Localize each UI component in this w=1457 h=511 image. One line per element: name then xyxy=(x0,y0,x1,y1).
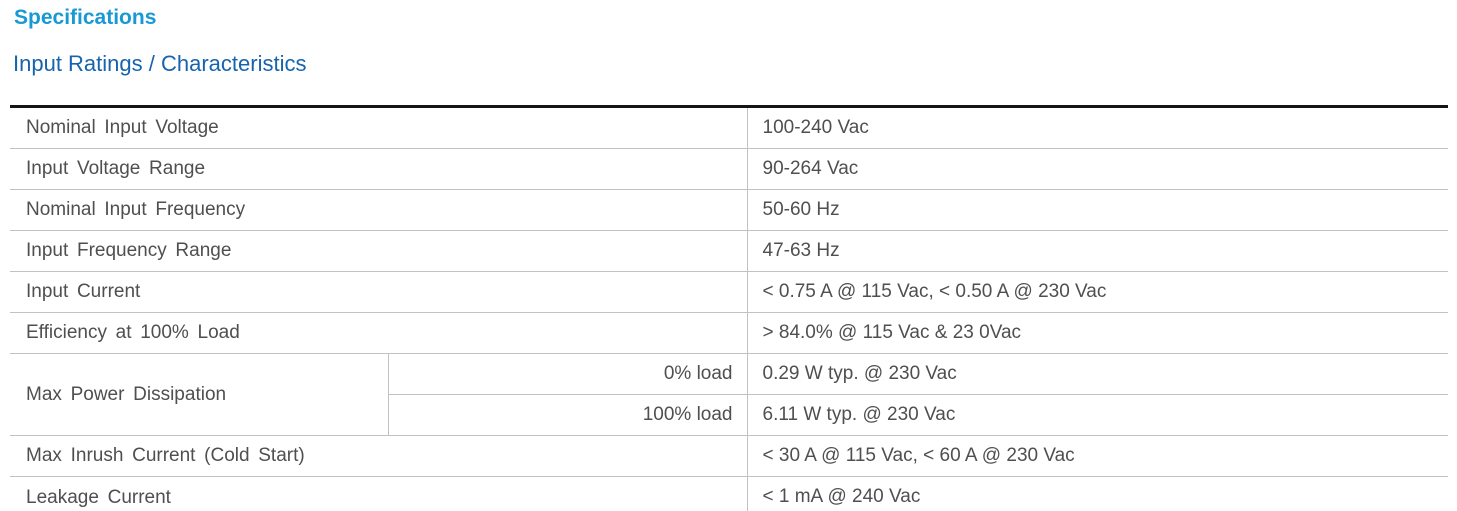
input-ratings-table: Nominal Input Voltage 100-240 Vac Input … xyxy=(10,105,1448,511)
spec-value: < 1 mA @ 240 Vac xyxy=(746,476,1448,511)
spec-label: Input Frequency Range xyxy=(10,230,747,272)
spec-value: < 30 A @ 115 Vac, < 60 A @ 230 Vac xyxy=(746,435,1448,477)
spec-label: Leakage Current xyxy=(10,476,747,511)
table-row: Nominal Input Voltage 100-240 Vac xyxy=(10,105,1448,149)
spec-value: 0.29 W typ. @ 230 Vac xyxy=(746,353,1448,395)
spec-label: Efficiency at 100% Load xyxy=(10,312,747,354)
table-row: 100% load 6.11 W typ. @ 230 Vac xyxy=(10,394,1448,436)
spec-value: 6.11 W typ. @ 230 Vac xyxy=(746,394,1448,436)
table-row: Input Frequency Range 47-63 Hz xyxy=(10,230,1448,272)
section-title: Specifications xyxy=(14,6,157,29)
table-row: Max Power Dissipation 0% load 0.29 W typ… xyxy=(10,353,1448,436)
spec-value: 47-63 Hz xyxy=(746,230,1448,272)
table-row: Leakage Current < 1 mA @ 240 Vac xyxy=(10,476,1448,511)
spec-label: Nominal Input Frequency xyxy=(10,189,747,231)
spec-label: Input Voltage Range xyxy=(10,148,747,190)
table-row: Nominal Input Frequency 50-60 Hz xyxy=(10,189,1448,231)
spec-condition: 100% load xyxy=(387,394,747,436)
spec-value: < 0.75 A @ 115 Vac, < 0.50 A @ 230 Vac xyxy=(746,271,1448,313)
table-row: Input Voltage Range 90-264 Vac xyxy=(10,148,1448,190)
spec-label: Max Inrush Current (Cold Start) xyxy=(10,435,747,477)
spec-value: 90-264 Vac xyxy=(746,148,1448,190)
table-row: Efficiency at 100% Load > 84.0% @ 115 Va… xyxy=(10,312,1448,354)
spec-condition: 0% load xyxy=(387,353,747,395)
table-title: Input Ratings / Characteristics xyxy=(13,51,307,76)
spec-value: > 84.0% @ 115 Vac & 23 0Vac xyxy=(746,312,1448,354)
table-row: Input Current < 0.75 A @ 115 Vac, < 0.50… xyxy=(10,271,1448,313)
table-row: Max Inrush Current (Cold Start) < 30 A @… xyxy=(10,435,1448,477)
spec-label: Nominal Input Voltage xyxy=(10,105,747,149)
spec-label: Max Power Dissipation xyxy=(10,353,388,436)
spec-value: 100-240 Vac xyxy=(746,105,1448,149)
spec-value: 50-60 Hz xyxy=(746,189,1448,231)
spec-label: Input Current xyxy=(10,271,747,313)
